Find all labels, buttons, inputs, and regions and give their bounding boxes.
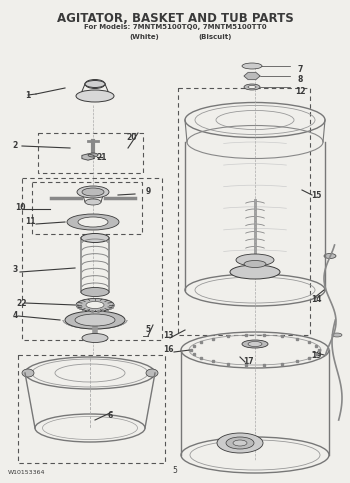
Text: 8: 8 (297, 75, 303, 85)
Text: For Models: 7MNTM5100TQ0, 7MNTM5100TT0: For Models: 7MNTM5100TQ0, 7MNTM5100TT0 (84, 24, 266, 30)
Ellipse shape (236, 254, 274, 266)
Ellipse shape (78, 217, 108, 227)
Text: 3: 3 (12, 266, 18, 274)
Ellipse shape (81, 287, 109, 297)
Ellipse shape (233, 440, 247, 446)
Text: 5: 5 (173, 466, 177, 475)
Ellipse shape (76, 90, 114, 102)
Ellipse shape (82, 333, 108, 342)
Bar (32, 182, 142, 234)
Ellipse shape (242, 63, 262, 69)
Text: 18: 18 (235, 439, 245, 448)
Text: 22: 22 (17, 298, 27, 308)
Ellipse shape (81, 233, 109, 242)
Ellipse shape (22, 369, 34, 377)
Ellipse shape (75, 314, 115, 326)
Text: 12: 12 (295, 87, 305, 97)
Ellipse shape (76, 298, 114, 312)
Ellipse shape (248, 341, 262, 346)
Text: 2: 2 (12, 141, 18, 150)
Ellipse shape (242, 340, 268, 348)
Ellipse shape (217, 433, 263, 453)
Bar (22, 178, 162, 340)
Ellipse shape (85, 199, 101, 205)
Ellipse shape (88, 153, 98, 157)
Bar (178, 88, 310, 335)
Text: 15: 15 (311, 190, 321, 199)
Ellipse shape (86, 301, 104, 309)
Ellipse shape (244, 260, 266, 268)
Ellipse shape (67, 214, 119, 230)
Text: 20: 20 (127, 133, 137, 142)
Ellipse shape (146, 369, 158, 377)
Ellipse shape (82, 188, 104, 196)
Text: AGITATOR, BASKET AND TUB PARTS: AGITATOR, BASKET AND TUB PARTS (57, 12, 293, 25)
Text: 14: 14 (311, 296, 321, 304)
Text: 13: 13 (163, 330, 173, 340)
Ellipse shape (85, 81, 105, 87)
Text: 17: 17 (243, 357, 253, 367)
Ellipse shape (77, 186, 109, 198)
Ellipse shape (226, 437, 254, 449)
Text: 16: 16 (163, 345, 173, 355)
Ellipse shape (65, 311, 125, 329)
Polygon shape (82, 154, 94, 160)
Bar (18, 355, 165, 463)
Ellipse shape (332, 333, 342, 337)
Text: 11: 11 (25, 217, 35, 227)
Text: 1: 1 (25, 90, 31, 99)
Ellipse shape (324, 254, 336, 258)
Text: 9: 9 (145, 187, 150, 197)
Text: 21: 21 (97, 153, 107, 161)
Text: 7: 7 (297, 66, 303, 74)
Text: 5: 5 (146, 326, 150, 335)
Polygon shape (244, 72, 260, 80)
Ellipse shape (248, 85, 256, 88)
Text: 4: 4 (12, 311, 18, 319)
Ellipse shape (85, 80, 105, 88)
Bar (38, 133, 143, 173)
Text: 10: 10 (15, 203, 25, 213)
Ellipse shape (244, 84, 260, 90)
Text: (Biscuit): (Biscuit) (198, 34, 232, 40)
Text: W10153364: W10153364 (8, 470, 46, 475)
Text: 6: 6 (107, 411, 113, 420)
Text: 19: 19 (311, 351, 321, 359)
Text: (White): (White) (129, 34, 159, 40)
Ellipse shape (230, 265, 280, 279)
